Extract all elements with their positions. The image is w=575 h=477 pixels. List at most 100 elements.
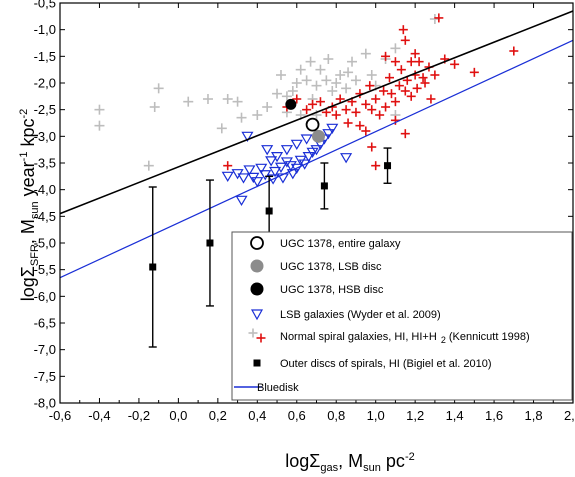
y-axis-label-sub2: sun	[29, 201, 41, 219]
lsb-triangle-25	[270, 152, 284, 163]
y-axis-label-rest3: kpc	[18, 119, 38, 152]
grey-spiral-point-42	[222, 94, 233, 104]
red-spiral-point-17	[379, 86, 389, 96]
legend-label-sub: 2	[441, 335, 446, 345]
lsb-triangle-2	[237, 173, 250, 184]
red-spiral-point-30	[418, 73, 428, 83]
lsb-triangle-32	[340, 153, 353, 164]
x-tick-label-0: -0,6	[49, 408, 71, 423]
ugc1378-hsb-marker	[285, 98, 297, 110]
x-tick-label-5: 0,4	[248, 408, 266, 423]
lsb-triangle-27	[290, 139, 303, 151]
lsb-triangle-5	[255, 163, 268, 175]
x-tick-label-4: 0,2	[209, 408, 227, 423]
y-tick-label-1: -1,0	[34, 22, 56, 37]
red-spiral-point-50	[355, 121, 365, 131]
red-spiral-point-18	[381, 102, 391, 112]
plot-layer: -0,6 -0,4 -0,2 0,0 0,2 0,4 0,6 0,8 1,0 1,2 1,4 1,6 1…	[34, 0, 575, 423]
y-tick-label-9: -5,0	[34, 236, 56, 251]
legend: UGC 1378, entire galaxy UGC 1378, LSB dis…	[231, 231, 573, 401]
x-tick-label-9: 1,2	[406, 408, 424, 423]
grey-spiral-point-9	[236, 112, 247, 123]
fit-line-bluedisk	[60, 39, 573, 279]
lsb-triangle-31	[235, 195, 248, 207]
y-axis-label-main: logΣ	[18, 266, 38, 301]
outer-disc-square	[384, 162, 392, 170]
grey-spiral-point-35	[262, 102, 273, 112]
grey-spiral-point-22	[327, 86, 338, 96]
y-tick-label-10: -5,5	[34, 262, 56, 277]
legend-label-2: UGC 1378, HSB disc	[280, 284, 384, 296]
lsb-triangle-7	[265, 156, 278, 167]
outer-disc-square	[320, 182, 328, 190]
red-spiral-point-19	[385, 73, 395, 83]
legend-entry-0: UGC 1378, entire galaxy	[250, 236, 401, 250]
red-spiral-point-42	[400, 35, 410, 45]
red-spiral-point-45	[367, 142, 377, 152]
legend-label-text: Outer discs of spirals, HI (Bigiel et al…	[280, 358, 492, 370]
lsb-triangle-24	[261, 145, 274, 156]
outer-disc-point-3	[320, 162, 329, 210]
grey-spiral-point-16	[295, 64, 306, 75]
lsb-triangle-30	[251, 177, 264, 188]
grey-spiral-point-14	[287, 86, 298, 96]
red-spiral-point-0	[223, 161, 233, 171]
red-spiral-point-6	[331, 110, 341, 120]
y-tick-label-5: -3,0	[34, 129, 56, 144]
grey-spiral-point-40	[366, 70, 377, 80]
y-tick-label-11: -6,0	[34, 289, 56, 304]
grey-spiral-point-15	[291, 78, 302, 88]
outer-disc-point-0	[148, 186, 157, 348]
legend-square-icon	[253, 359, 261, 367]
x-tick-label-12: 1,8	[524, 408, 542, 423]
outer-disc-square	[265, 207, 273, 215]
legend-box	[231, 231, 573, 401]
grey-spiral-point-0	[94, 104, 105, 115]
red-spiral-point-39	[509, 46, 519, 56]
x-axis-label-rest2: pc	[381, 451, 405, 471]
grey-spiral-point-20	[315, 64, 326, 75]
red-spiral-point-51	[398, 25, 408, 35]
red-spiral-point-38	[469, 67, 479, 77]
red-spiral-point-43	[410, 49, 420, 59]
red-spiral-point-31	[420, 78, 430, 88]
y-tick-label-12: -6,5	[34, 316, 56, 331]
grey-spiral-point-31	[390, 43, 401, 54]
grey-spiral-point-23	[331, 78, 342, 88]
y-tick-label-14: -7,5	[34, 369, 56, 384]
fit-line-black	[60, 10, 573, 215]
x-axis-label-sub2: sun	[363, 462, 381, 474]
x-tick-label-1: -0,4	[88, 408, 110, 423]
x-tick-label-6: 0,6	[288, 408, 306, 423]
ugc1378-entire-marker	[305, 117, 320, 132]
y-axis-label: logΣSFR, Msun year-1 kpc-2	[18, 109, 41, 302]
legend-entry-5: Outer discs of spirals, HI (Bigiel et al…	[253, 358, 492, 370]
grey-spiral-point-38	[343, 67, 354, 78]
red-spiral-point-26	[406, 91, 416, 101]
grey-spiral-point-11	[272, 88, 283, 99]
legend-label-text2: (Kennicutt 1998)	[446, 331, 530, 343]
grey-spiral-point-6	[202, 94, 213, 104]
x-tick-label-11: 1,6	[485, 408, 503, 423]
x-axis-label-rest: , M	[338, 451, 363, 471]
legend-label-0: UGC 1378, entire galaxy	[280, 238, 401, 250]
grey-spiral-point-12	[275, 70, 286, 80]
lsb-triangle-15	[302, 152, 315, 163]
lsb-triangle-22	[300, 134, 313, 145]
outer-disc-square	[206, 239, 214, 247]
red-spiral-point-13	[365, 81, 375, 91]
legend-label-text: UGC 1378, HSB disc	[280, 284, 384, 296]
grey-spiral-point-1	[94, 120, 105, 131]
y-tick-label-0: -0,5	[34, 0, 56, 11]
red-spiral-point-48	[390, 115, 400, 125]
legend-entry-4: Normal spiral galaxies, HI, HI+H 2 (Kenni…	[248, 328, 530, 345]
red-spiral-point-24	[400, 86, 410, 96]
y-axis-label-sup: -1	[18, 152, 30, 162]
legend-entry-2: UGC 1378, HSB disc	[250, 282, 384, 296]
red-spiral-point-29	[414, 57, 424, 67]
x-axis-label: logΣgas, Msun pc-2	[285, 451, 414, 474]
y-tick-label-6: -3,5	[34, 156, 56, 171]
red-spiral-point-35	[434, 13, 444, 23]
outer-disc-square	[149, 263, 157, 271]
legend-plus-icon	[248, 328, 266, 343]
